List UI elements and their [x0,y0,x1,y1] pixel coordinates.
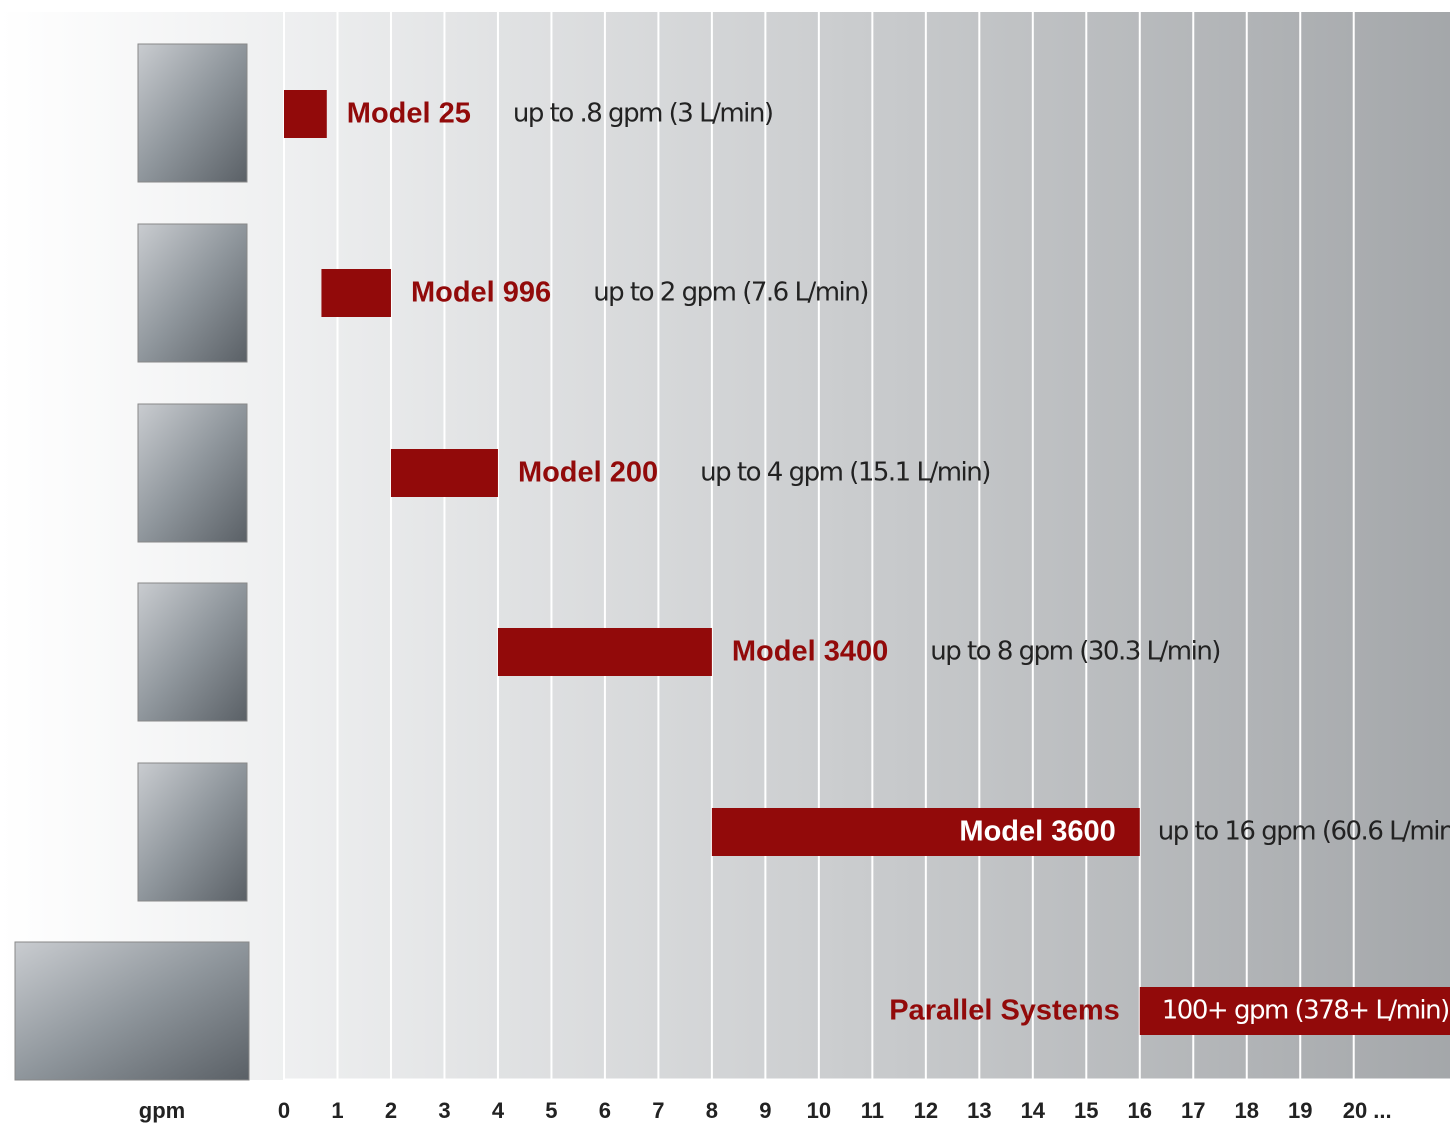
x-tick-label: 8 [706,1098,718,1123]
photo [138,404,247,542]
bar-description: up to 8 gpm (30.3 L/min) [930,637,1220,667]
x-tick-label: 2 [385,1098,397,1123]
bar-description: up to 4 gpm (15.1 L/min) [700,458,990,488]
x-tick-label: 4 [492,1098,505,1123]
x-tick-label: 15 [1074,1098,1098,1123]
x-tick-label: 9 [759,1098,771,1123]
bar-name: Model 996 [411,277,551,309]
bar-name: Model 25 [347,98,471,130]
x-tick-label: 6 [599,1098,611,1123]
x-tick-label: 12 [914,1098,938,1123]
x-tick-label: 19 [1288,1098,1312,1123]
x-tick-label: 3 [438,1098,450,1123]
bar-description: 100+ gpm (378+ L/min) [1162,996,1449,1026]
bar-name: Model 3400 [732,636,888,668]
x-tick-label: 17 [1181,1098,1205,1123]
bar [498,628,712,676]
x-tick-label: 14 [1021,1098,1046,1123]
x-axis-label: gpm [139,1098,185,1123]
photo [138,224,247,362]
bar [391,449,498,497]
x-tick-label: 13 [967,1098,991,1123]
x-tick-label: 0 [278,1098,290,1123]
photo [138,763,247,901]
chart: gpm 01234567891011121314151617181920 ...… [0,0,1450,1138]
x-tick-label: 18 [1235,1098,1259,1123]
bar [284,90,327,138]
photo [138,583,247,721]
x-tick-label: 20 ... [1343,1098,1392,1123]
photo [15,942,249,1080]
x-tick-label: 7 [652,1098,664,1123]
x-tick-label: 16 [1128,1098,1152,1123]
bar-name: Model 3600 [959,816,1115,848]
bar [321,269,391,317]
x-tick-label: 5 [545,1098,557,1123]
bar-description: up to 2 gpm (7.6 L/min) [593,278,868,308]
photo [138,44,247,182]
bar-name: Model 200 [518,457,658,489]
x-tick-label: 11 [861,1098,884,1123]
bar-name: Parallel Systems [889,995,1120,1027]
x-tick-label: 1 [331,1098,343,1123]
bar-description: up to .8 gpm (3 L/min) [513,99,773,129]
x-tick-label: 10 [807,1098,831,1123]
bar-description: up to 16 gpm (60.6 L/min) [1158,817,1450,847]
